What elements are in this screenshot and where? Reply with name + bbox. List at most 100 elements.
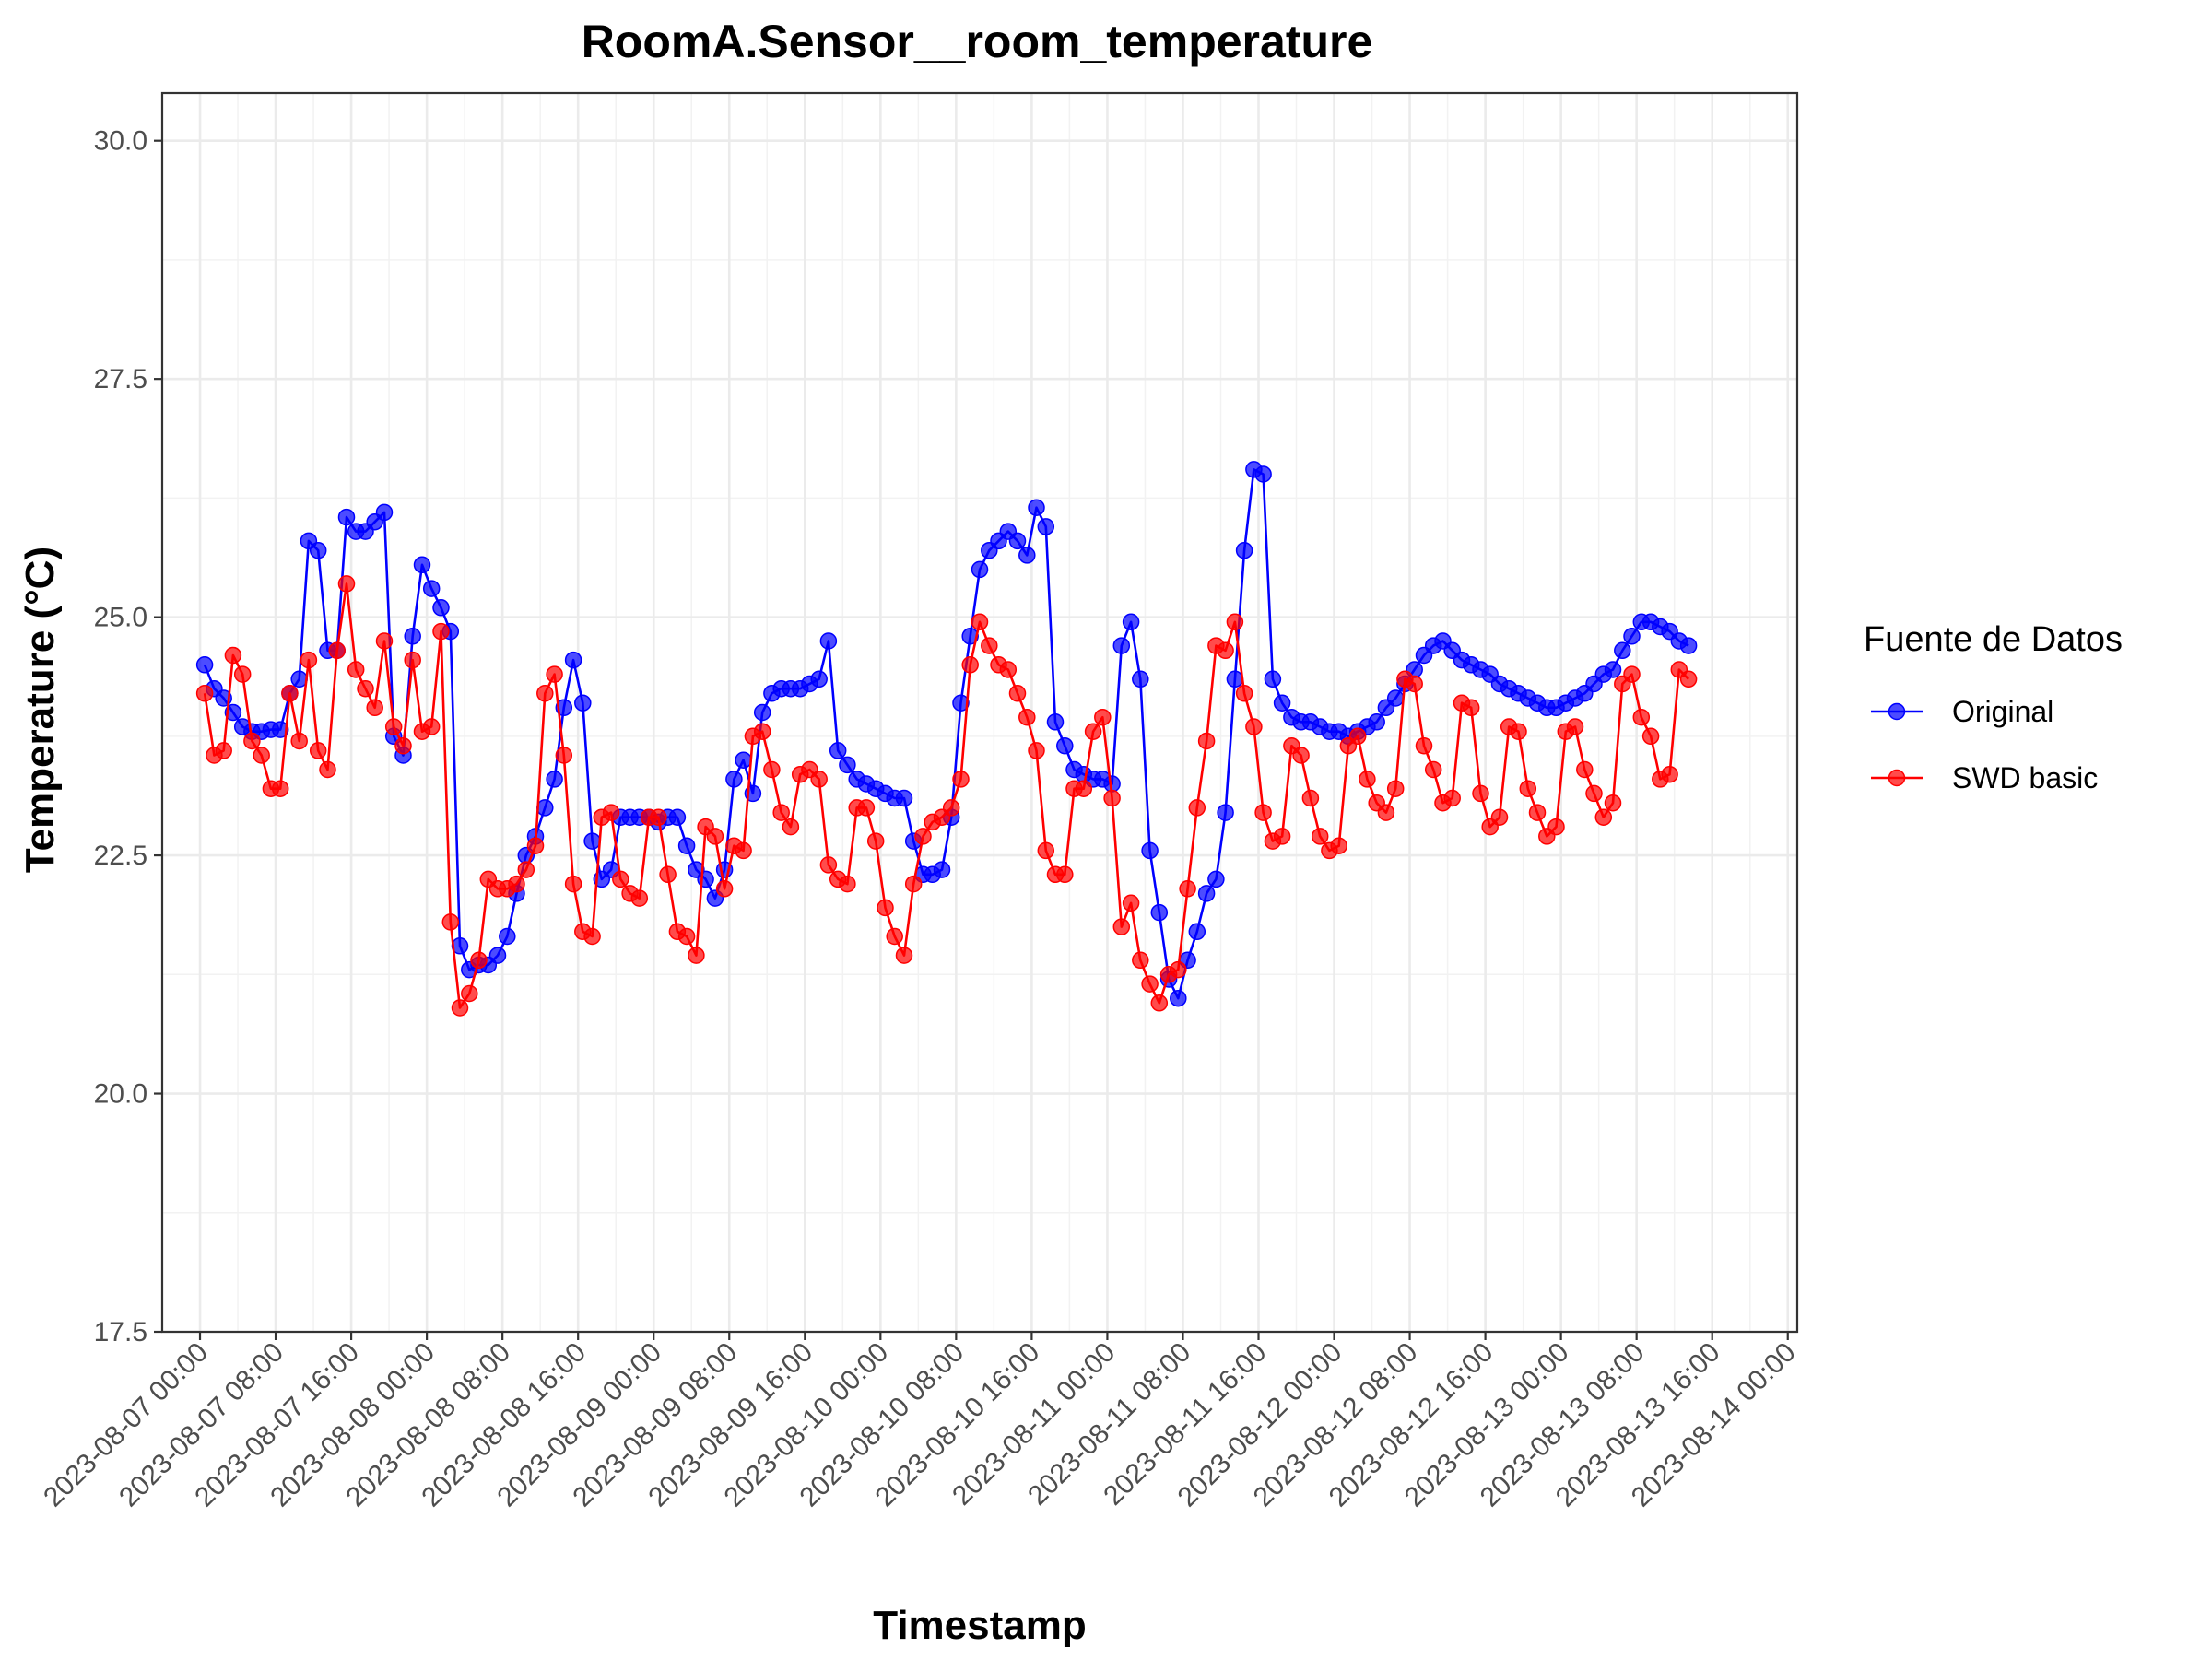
data-point <box>1679 670 1698 688</box>
data-point <box>1292 747 1310 764</box>
data-point <box>290 732 308 750</box>
y-tick-label: 27.5 <box>94 364 147 394</box>
series-layer <box>195 461 1698 1017</box>
data-point <box>914 828 932 845</box>
data-point <box>1679 637 1698 654</box>
data-point <box>546 665 563 683</box>
data-point <box>1235 541 1253 559</box>
data-point <box>612 870 629 888</box>
data-point <box>1028 742 1045 759</box>
data-point <box>366 699 383 717</box>
data-point <box>942 799 960 817</box>
data-point <box>195 656 214 674</box>
data-point <box>895 947 913 964</box>
data-point <box>1103 789 1121 807</box>
data-point <box>461 984 478 1003</box>
data-point <box>1273 828 1291 845</box>
data-point <box>1018 547 1036 564</box>
data-point <box>1056 736 1074 755</box>
legend-item: SWD basic <box>1871 761 2098 794</box>
data-point <box>1141 975 1159 993</box>
data-point <box>1217 641 1234 660</box>
data-point <box>375 503 394 522</box>
data-point <box>1661 765 1678 783</box>
data-point <box>866 832 885 850</box>
legend-label: SWD basic <box>1952 761 2098 794</box>
data-point <box>810 670 828 688</box>
data-point <box>1197 732 1216 750</box>
data-point <box>499 927 516 946</box>
data-point <box>1028 499 1045 516</box>
data-point <box>215 742 232 759</box>
y-tick-label: 25.0 <box>94 603 147 633</box>
data-point <box>384 718 403 735</box>
data-point <box>451 999 469 1017</box>
data-point <box>517 861 535 878</box>
legend-title: Fuente de Datos <box>1864 620 2123 659</box>
data-point <box>1604 794 1622 812</box>
data-point <box>536 799 554 817</box>
data-point <box>1406 675 1423 693</box>
data-point <box>697 870 714 888</box>
data-point <box>1179 880 1196 898</box>
data-point <box>1226 670 1244 688</box>
data-point <box>659 865 677 884</box>
data-point <box>602 804 620 821</box>
data-point <box>1132 670 1149 688</box>
data-point <box>1594 808 1613 826</box>
data-point <box>1490 808 1509 826</box>
data-point <box>564 651 582 669</box>
data-point <box>688 947 705 964</box>
data-point <box>677 837 696 854</box>
y-tick-label: 20.0 <box>94 1079 147 1110</box>
data-point <box>999 661 1018 678</box>
data-point <box>952 694 970 712</box>
data-point <box>1348 727 1367 746</box>
data-point <box>281 685 299 702</box>
data-point <box>555 747 573 764</box>
data-point <box>526 837 545 854</box>
data-point <box>819 856 838 874</box>
data-point <box>253 747 270 764</box>
data-point <box>300 651 318 669</box>
data-point <box>1122 894 1140 912</box>
data-point <box>357 679 374 698</box>
data-point <box>1170 989 1187 1007</box>
data-point <box>715 880 734 898</box>
data-point <box>271 780 289 797</box>
y-tick-label: 22.5 <box>94 841 147 871</box>
data-point <box>857 799 876 817</box>
data-point <box>224 646 242 665</box>
data-point <box>1245 718 1263 735</box>
x-axis-title: Timestamp <box>873 1603 1087 1648</box>
data-point <box>1614 641 1631 660</box>
data-point <box>1235 685 1253 702</box>
data-point <box>650 808 667 826</box>
data-point <box>1207 870 1225 888</box>
data-point <box>394 736 412 755</box>
data-point <box>961 628 979 645</box>
data-point <box>735 751 752 769</box>
data-point <box>470 951 488 970</box>
data-point <box>1462 699 1480 717</box>
data-point <box>337 508 356 526</box>
data-point <box>536 685 554 702</box>
data-point <box>895 789 913 807</box>
data-point <box>1424 760 1442 779</box>
data-point <box>1170 960 1187 979</box>
data-point <box>1037 518 1055 535</box>
legend: Fuente de Datos Original SWD basic <box>1864 620 2123 794</box>
data-point <box>1377 804 1395 821</box>
data-point <box>1519 780 1537 797</box>
data-point <box>1623 628 1641 645</box>
data-point <box>1359 771 1376 788</box>
data-point <box>1264 670 1282 688</box>
data-point <box>668 808 687 826</box>
data-point <box>839 875 856 893</box>
data-point <box>1008 532 1027 550</box>
plot-panel <box>162 93 1797 1332</box>
data-point <box>488 947 507 964</box>
data-point <box>1273 694 1291 712</box>
data-point <box>1510 723 1527 740</box>
